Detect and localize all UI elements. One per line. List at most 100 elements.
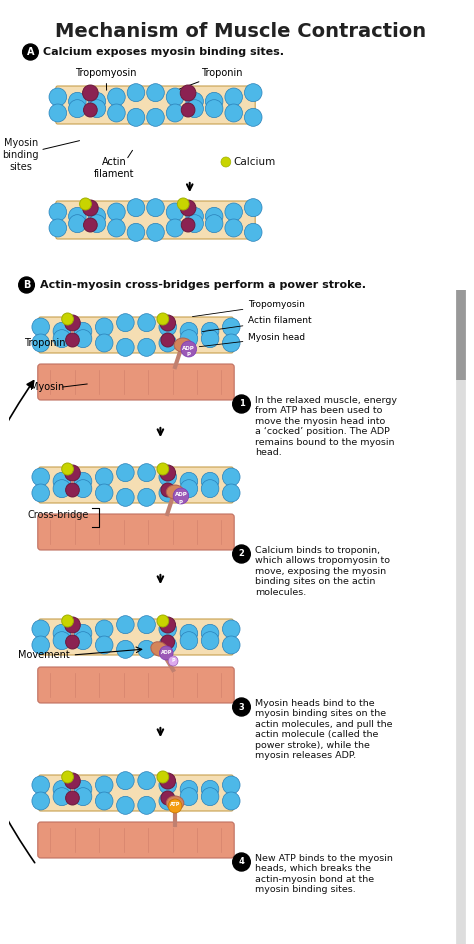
Text: Calcium exposes myosin binding sites.: Calcium exposes myosin binding sites. (43, 47, 284, 57)
Circle shape (160, 465, 175, 481)
Circle shape (181, 103, 195, 117)
Circle shape (74, 624, 92, 642)
Circle shape (245, 224, 262, 242)
Circle shape (32, 334, 49, 352)
Circle shape (117, 771, 134, 790)
Circle shape (233, 853, 250, 871)
Circle shape (49, 88, 67, 106)
Circle shape (117, 313, 134, 331)
Circle shape (186, 208, 203, 226)
Circle shape (108, 88, 125, 106)
Circle shape (95, 468, 113, 486)
Circle shape (166, 203, 184, 221)
Circle shape (180, 329, 198, 347)
Text: Myosin: Myosin (30, 382, 64, 392)
Circle shape (157, 615, 169, 627)
Circle shape (74, 329, 92, 347)
Circle shape (180, 480, 198, 497)
FancyBboxPatch shape (38, 514, 234, 550)
Circle shape (138, 615, 155, 633)
Circle shape (222, 620, 240, 638)
FancyBboxPatch shape (56, 86, 255, 124)
Circle shape (147, 109, 164, 126)
Circle shape (186, 214, 203, 232)
Text: 4: 4 (238, 857, 245, 867)
Circle shape (159, 620, 176, 638)
Text: Tropomyosin: Tropomyosin (192, 300, 305, 316)
Circle shape (65, 483, 79, 497)
Circle shape (161, 483, 174, 497)
Ellipse shape (174, 338, 191, 352)
Text: Cross-bridge: Cross-bridge (27, 510, 89, 520)
Circle shape (74, 322, 92, 341)
Circle shape (53, 787, 71, 805)
Text: Troponin: Troponin (24, 338, 65, 348)
Circle shape (108, 203, 125, 221)
Circle shape (88, 100, 106, 118)
Text: 3: 3 (238, 702, 245, 712)
FancyBboxPatch shape (39, 317, 233, 353)
Circle shape (108, 104, 125, 122)
Circle shape (95, 484, 113, 502)
Circle shape (74, 472, 92, 490)
Circle shape (168, 799, 182, 813)
Circle shape (168, 656, 178, 666)
Text: 1: 1 (238, 399, 245, 409)
Circle shape (64, 465, 80, 481)
Circle shape (159, 792, 176, 810)
Text: Mechanism of Muscle Contraction: Mechanism of Muscle Contraction (55, 22, 426, 41)
Circle shape (32, 468, 49, 486)
Circle shape (186, 100, 203, 118)
Circle shape (49, 219, 67, 237)
Circle shape (95, 620, 113, 638)
Circle shape (49, 104, 67, 122)
Circle shape (117, 615, 134, 633)
Circle shape (201, 624, 219, 642)
Circle shape (62, 313, 73, 325)
Text: Actin-myosin cross-bridges perform a power stroke.: Actin-myosin cross-bridges perform a pow… (40, 280, 366, 290)
Circle shape (180, 781, 198, 799)
Circle shape (201, 472, 219, 490)
Circle shape (180, 624, 198, 642)
Circle shape (83, 218, 97, 232)
Circle shape (53, 632, 71, 649)
Circle shape (177, 198, 189, 210)
Circle shape (205, 100, 223, 118)
Circle shape (180, 632, 198, 649)
Circle shape (159, 636, 176, 654)
Circle shape (147, 224, 164, 242)
Circle shape (245, 109, 262, 126)
Circle shape (95, 792, 113, 810)
Circle shape (157, 313, 169, 325)
Circle shape (161, 635, 174, 649)
Text: ADP: ADP (182, 346, 195, 350)
Circle shape (173, 488, 189, 504)
FancyBboxPatch shape (39, 619, 233, 655)
Circle shape (157, 463, 169, 475)
Circle shape (147, 198, 164, 217)
Circle shape (138, 797, 155, 815)
Circle shape (108, 219, 125, 237)
Circle shape (159, 776, 176, 794)
Text: P: P (187, 352, 191, 358)
Circle shape (159, 318, 176, 336)
Circle shape (117, 488, 134, 506)
Circle shape (117, 464, 134, 481)
Circle shape (88, 208, 106, 226)
Circle shape (32, 318, 49, 336)
Circle shape (117, 797, 134, 815)
Circle shape (95, 318, 113, 336)
Text: ATP: ATP (170, 802, 180, 807)
Circle shape (138, 313, 155, 331)
Circle shape (65, 635, 79, 649)
Circle shape (180, 787, 198, 805)
Circle shape (225, 88, 243, 106)
FancyBboxPatch shape (39, 467, 233, 503)
Text: Movement: Movement (18, 650, 70, 660)
Text: In the relaxed muscle, energy
from ATP has been used to
move the myosin head int: In the relaxed muscle, energy from ATP h… (255, 396, 397, 457)
Circle shape (53, 472, 71, 490)
Circle shape (80, 198, 91, 210)
Circle shape (95, 636, 113, 654)
Circle shape (62, 771, 73, 783)
Circle shape (205, 214, 223, 232)
